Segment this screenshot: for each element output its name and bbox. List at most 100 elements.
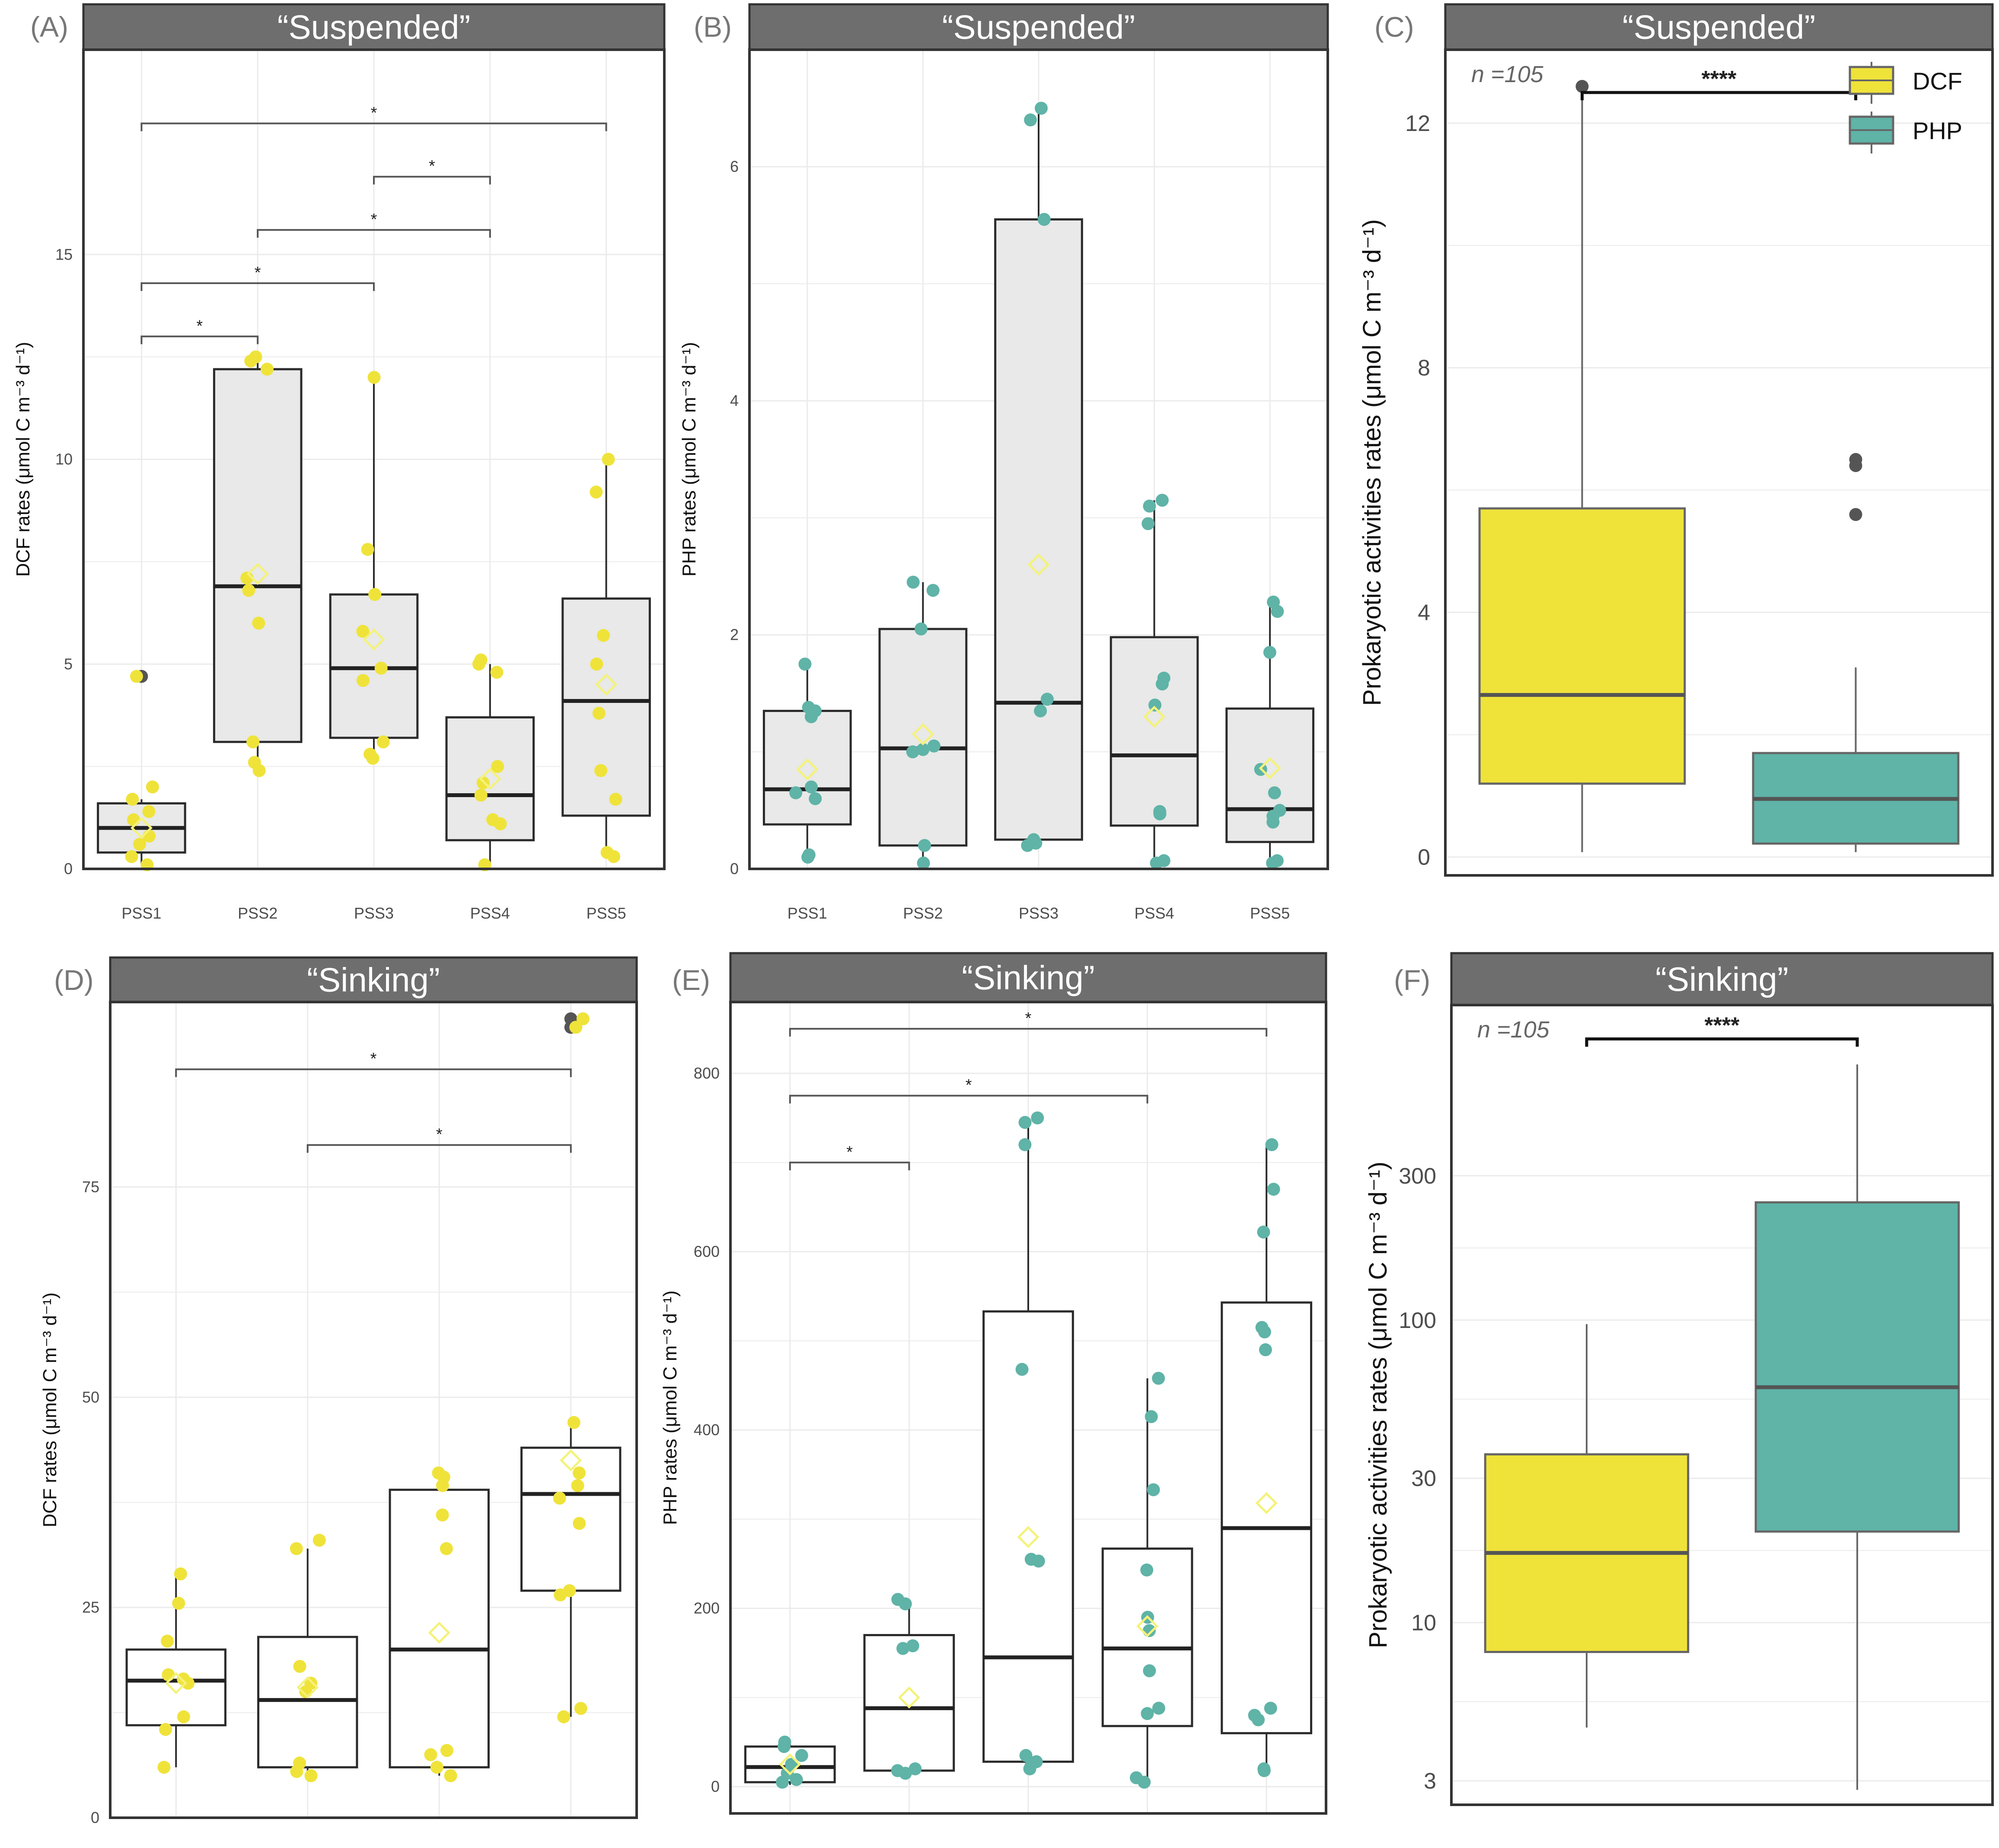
box-dcf [1478, 80, 1686, 852]
panel-title: “Sinking” [962, 959, 1095, 997]
data-point [142, 805, 156, 818]
sig-label: * [196, 317, 203, 335]
y-tick-label: 0 [730, 860, 739, 878]
data-point [1143, 499, 1156, 513]
y-tick-label: 600 [694, 1243, 720, 1261]
data-point [440, 1542, 453, 1555]
panel-label: (E) [672, 964, 710, 996]
data-point [891, 1764, 904, 1777]
outlier-point [1575, 80, 1589, 93]
x-tick-label: PSS1 [121, 904, 161, 922]
x-tick-label: PSS4 [1135, 904, 1174, 922]
data-point [367, 371, 381, 384]
y-axis-ticks: 0 4 8 12 [1405, 111, 1430, 870]
data-point [1018, 1116, 1032, 1129]
y-tick-label: 10 [55, 450, 73, 468]
data-point [361, 543, 374, 556]
sig-label: * [371, 104, 377, 122]
data-point [1141, 517, 1155, 530]
sig-bracket [140, 335, 259, 345]
sig-bracket [373, 176, 491, 185]
data-point [293, 1756, 306, 1770]
mean-markers [165, 1449, 582, 1699]
data-point [1257, 1762, 1271, 1775]
sig-label: * [370, 1050, 377, 1068]
data-point [785, 1758, 798, 1771]
box-body [1101, 1547, 1193, 1727]
sig-label: **** [1702, 67, 1737, 92]
box-pss5 [1221, 1145, 1313, 1771]
box-php [1754, 1064, 1960, 1790]
data-point [573, 1466, 586, 1480]
sig-bracket [789, 1028, 1268, 1037]
data-point [246, 735, 260, 749]
data-point [1034, 102, 1048, 115]
y-axis-label: Prokaryotic activities rates (μmol C m⁻³… [1364, 1162, 1392, 1648]
panel-strip [729, 952, 1327, 1003]
panel-frame [1444, 48, 1994, 877]
y-axis-ticks: 3 10 30 100 300 [1399, 1164, 1436, 1794]
box-pss4 [1109, 500, 1199, 863]
data-point [424, 1748, 437, 1762]
panel-strip [748, 3, 1329, 51]
data-point [1143, 1664, 1156, 1677]
data-point [474, 788, 488, 802]
data-point [1273, 804, 1286, 817]
panel-label: (C) [1374, 11, 1414, 43]
y-tick-label: 3 [1424, 1769, 1436, 1794]
significance-brackets: ** [175, 1050, 572, 1153]
sig-label: **** [1705, 1013, 1740, 1038]
data-point [1018, 1138, 1032, 1152]
y-tick-label: 0 [64, 860, 73, 878]
data-point [1031, 1111, 1044, 1125]
data-point [778, 1735, 791, 1749]
x-axis-ticks: PSS1 PSS2 PSS3 PSS4 PSS5 [787, 904, 1290, 922]
box-pss3 [329, 377, 419, 759]
panel-d: “Sinking” (D) 0 25 50 75 DCF rates (μmol C m⁻³… [39, 956, 638, 1826]
data-point [896, 1642, 910, 1655]
mean-markers [130, 563, 618, 839]
y-axis-ticks: 0 200 400 600 800 [694, 1064, 720, 1795]
data-point [573, 1517, 586, 1530]
y-tick-label: 25 [82, 1599, 99, 1616]
box-body [762, 710, 852, 826]
data-point [574, 1702, 587, 1715]
mean-diamond [1259, 757, 1281, 779]
y-axis-label: Prokaryotic activities rates (μmol C m⁻³… [1358, 219, 1386, 706]
data-point [1037, 213, 1051, 226]
box-pss2 [213, 357, 303, 771]
panel-title: “Sinking” [307, 961, 440, 999]
data-point [126, 792, 139, 806]
data-point [600, 846, 614, 859]
data-points [776, 1111, 1280, 1789]
data-point [1152, 1701, 1165, 1715]
data-point [1015, 1363, 1029, 1376]
mean-diamond [912, 723, 934, 746]
data-point [436, 1508, 449, 1522]
panel-label: (A) [30, 11, 68, 43]
sig-bracket [257, 229, 491, 238]
sig-bracket [1585, 1037, 1859, 1047]
mean-diamond [297, 1676, 319, 1699]
data-point [440, 1744, 453, 1757]
data-point [1155, 494, 1169, 507]
data-point [909, 1762, 922, 1775]
data-point [356, 625, 370, 638]
data-point [1248, 1709, 1261, 1722]
data-points [789, 102, 1286, 870]
panel-frame [748, 48, 1329, 870]
data-point [576, 1012, 590, 1025]
y-axis-label: PHP rates (μmol C m⁻³ d⁻¹) [679, 342, 700, 577]
data-point [1040, 693, 1054, 706]
data-point [1264, 1701, 1277, 1715]
data-point [374, 661, 388, 675]
mean-diamond [363, 628, 385, 651]
data-point [174, 1567, 187, 1580]
data-point [804, 780, 818, 794]
data-point [157, 1761, 171, 1774]
panel-c: “Suspended” (C) 0 4 8 12 Prokaryotic activitie… [1358, 3, 1994, 877]
significance-brackets: * * * [789, 1009, 1268, 1171]
x-tick-label: PSS2 [903, 904, 943, 922]
x-tick-label: PSS1 [787, 904, 827, 922]
